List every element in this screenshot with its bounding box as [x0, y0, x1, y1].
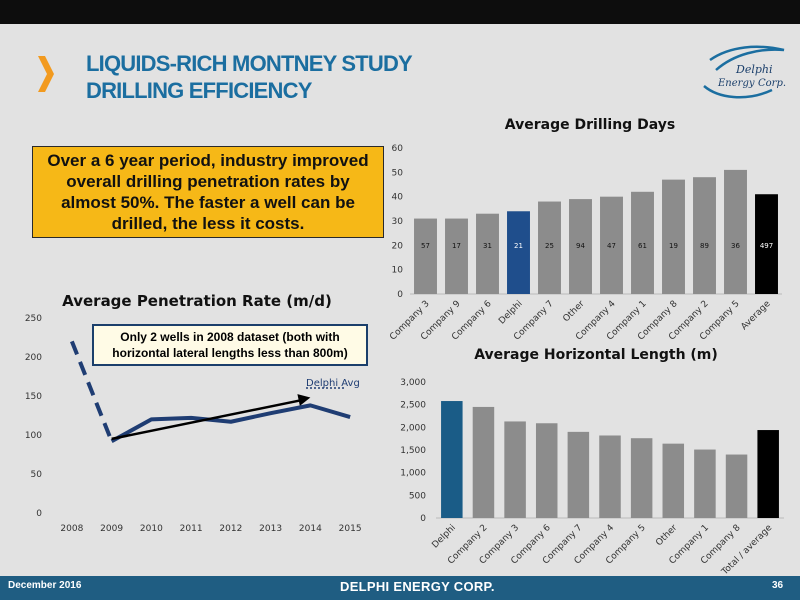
horizontal-length-ytick-500: 500 [409, 491, 426, 501]
penetration-rate-ytick-150: 150 [25, 392, 42, 402]
penetration-rate-xtick-2013: 2013 [259, 524, 282, 534]
drilling-days-chart: Average Drilling Days 0 10 20 30 40 50 60 57 17… [388, 117, 782, 342]
drilling-days-bar-company-4 [600, 196, 623, 294]
horizontal-length-chart: Average Horizontal Length (m) 0 500 1,000 1… [400, 347, 784, 578]
drilling-days-bar-company-8 [662, 179, 685, 294]
drilling-days-bar-company-5 [724, 169, 747, 294]
drilling-days-data-label-company-5: 36 [731, 242, 740, 250]
penetration-rate-xtick-2009: 2009 [100, 524, 123, 534]
penetration-rate-ytick-50: 50 [31, 470, 43, 480]
penetration-rate-xtick-2014: 2014 [299, 524, 322, 534]
penetration-rate-ytick-250: 250 [25, 314, 42, 324]
drilling-days-ytick-40: 40 [392, 193, 404, 203]
svg-text:Delphi: Delphi [735, 63, 773, 76]
drilling-days-data-label-company-1: 61 [638, 242, 647, 250]
penetration-rate-ytick-100: 100 [25, 431, 42, 441]
drilling-days-ytick-30: 30 [392, 217, 404, 227]
callout-text: Over a 6 year period, industry improved … [47, 151, 369, 233]
callout-box: Over a 6 year period, industry improved … [32, 146, 384, 238]
drilling-days-data-label-company-8: 19 [669, 242, 678, 250]
drilling-days-data-label-other: 94 [576, 242, 585, 250]
drilling-days-xtick-other: Other [561, 299, 586, 324]
horizontal-length-bar-company-2 [472, 406, 495, 518]
horizontal-length-ytick-1-000: 1,000 [400, 469, 426, 479]
drilling-days-data-label-delphi: 21 [514, 242, 523, 250]
page-number: 36 [772, 580, 784, 591]
top-bar [0, 0, 800, 24]
drilling-days-data-label-average: 497 [760, 242, 773, 250]
drilling-days-bar-company-3 [414, 218, 437, 294]
penetration-rate-xtick-2010: 2010 [140, 524, 163, 534]
drilling-days-data-label-company-2: 89 [700, 242, 709, 250]
drilling-days-xtick-delphi: Delphi [497, 299, 524, 326]
drilling-days-title: Average Drilling Days [505, 117, 675, 133]
drilling-days-xtick-average: Average [739, 299, 773, 333]
drilling-days-data-label-company-6: 31 [483, 242, 492, 250]
drilling-days-ytick-10: 10 [392, 266, 404, 276]
dataset-note-text: Only 2 wells in 2008 dataset (both with … [112, 330, 348, 360]
horizontal-length-bar-total-average [757, 430, 779, 518]
drilling-days-bar-company-9 [445, 218, 468, 294]
horizontal-length-bar-company-6 [535, 423, 558, 518]
penetration-rate-xtick-2008: 2008 [60, 524, 83, 534]
dataset-note: Only 2 wells in 2008 dataset (both with … [92, 324, 368, 366]
horizontal-length-bar-company-1 [694, 449, 716, 518]
trend-arrow-line [111, 398, 305, 441]
horizontal-length-xtick-other: Other [654, 523, 679, 548]
horizontal-length-ytick-3-000: 3,000 [400, 378, 426, 388]
horizontal-length-title: Average Horizontal Length (m) [474, 347, 718, 363]
title-line-1: LIQUIDS-RICH MONTNEY STUDY [86, 51, 413, 76]
chevron-right-icon [38, 56, 54, 92]
penetration-rate-xtick-2015: 2015 [339, 524, 362, 534]
drilling-days-bar-delphi [507, 211, 530, 294]
drilling-days-bar-company-2 [693, 177, 716, 294]
horizontal-length-ytick-0: 0 [420, 514, 426, 524]
drilling-days-data-label-company-7: 25 [545, 242, 554, 250]
drilling-days-ytick-0: 0 [397, 290, 403, 300]
trend-arrow-head [297, 394, 311, 406]
horizontal-length-bar-company-5 [630, 438, 653, 518]
title-line-2: DRILLING EFFICIENCY [86, 78, 312, 103]
drilling-days-bar-other [569, 199, 592, 294]
drilling-days-data-label-company-4: 47 [607, 242, 616, 250]
horizontal-length-ytick-2-000: 2,000 [400, 423, 426, 433]
slide-title: LIQUIDS-RICH MONTNEY STUDY DRILLING EFFI… [86, 50, 413, 104]
horizontal-length-bar-other [662, 443, 685, 518]
drilling-days-bar-company-7 [538, 201, 561, 294]
drilling-days-ytick-60: 60 [392, 144, 404, 154]
drilling-days-bar-average [755, 194, 778, 294]
horizontal-length-xtick-delphi: Delphi [430, 523, 457, 550]
footer-date: December 2016 [8, 580, 82, 591]
horizontal-length-bar-company-3 [504, 421, 526, 518]
horizontal-length-ytick-1-500: 1,500 [400, 446, 426, 456]
horizontal-length-bar-company-8 [725, 454, 748, 518]
footer-brand: DELPHI ENERGY CORP. [340, 579, 495, 594]
drilling-days-data-label-company-3: 57 [421, 242, 430, 250]
penetration-rate-xtick-2011: 2011 [180, 524, 203, 534]
horizontal-length-bar-delphi [441, 401, 463, 518]
penetration-rate-dashed-segment [70, 340, 114, 442]
drilling-days-data-label-company-9: 17 [452, 242, 461, 250]
penetration-rate-title: Average Penetration Rate (m/d) [62, 292, 332, 310]
drilling-days-ytick-50: 50 [392, 168, 404, 178]
svg-text:Energy: Energy [717, 78, 755, 89]
footer-bar [0, 576, 800, 600]
penetration-rate-ytick-200: 200 [25, 353, 42, 363]
drilling-days-ytick-20: 20 [392, 241, 404, 251]
drilling-days-bar-company-6 [476, 213, 499, 294]
horizontal-length-ytick-2-500: 2,500 [400, 401, 426, 411]
penetration-rate-ytick-0: 0 [36, 509, 42, 519]
penetration-rate-line [110, 403, 351, 443]
delphi-avg-label: Delphi Avg [306, 378, 360, 389]
svg-text:Corp.: Corp. [758, 78, 786, 89]
horizontal-length-bar-company-7 [567, 431, 590, 518]
company-logo: Delphi Energy Corp. [703, 45, 786, 99]
penetration-rate-chart: Average Penetration Rate (m/d) 0 50 100 150… [25, 292, 362, 534]
drilling-days-bar-company-1 [631, 191, 654, 294]
penetration-rate-xtick-2012: 2012 [219, 524, 242, 534]
horizontal-length-bar-company-4 [599, 435, 621, 518]
